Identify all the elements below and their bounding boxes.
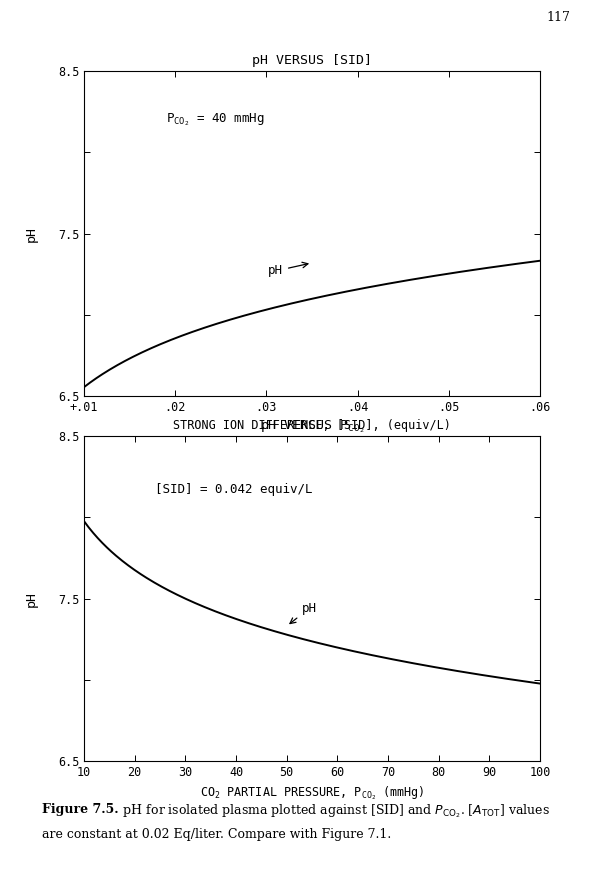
Text: pH: pH [268,263,308,278]
Text: pH: pH [25,591,38,606]
Text: Figure 7.5.: Figure 7.5. [42,803,119,816]
Text: P$_{\mathregular{CO_2}}$ = 40 mmHg: P$_{\mathregular{CO_2}}$ = 40 mmHg [166,111,265,128]
Text: [SID] = 0.042 equiv/L: [SID] = 0.042 equiv/L [155,483,313,497]
Text: pH: pH [25,226,38,241]
Text: pH: pH [290,602,317,624]
X-axis label: CO$_{\mathregular{2}}$ PARTIAL PRESSURE, P$_{\mathregular{CO_2}}$ (mmHg): CO$_{\mathregular{2}}$ PARTIAL PRESSURE,… [200,784,424,802]
Text: 117: 117 [546,11,570,24]
Text: are constant at 0.02 Eq/liter. Compare with Figure 7.1.: are constant at 0.02 Eq/liter. Compare w… [42,828,391,841]
Title: pH VERSUS [SID]: pH VERSUS [SID] [252,54,372,68]
Text: pH for isolated plasma plotted against [SID] and $P_{\mathrm{CO_2}}$. [$A_{\math: pH for isolated plasma plotted against [… [119,803,550,821]
X-axis label: STRONG ION DIFFERENCE, [SID], (equiv/L): STRONG ION DIFFERENCE, [SID], (equiv/L) [173,419,451,433]
Title: pH VERSUS P$_{\mathregular{CO_2}}$: pH VERSUS P$_{\mathregular{CO_2}}$ [260,418,364,434]
